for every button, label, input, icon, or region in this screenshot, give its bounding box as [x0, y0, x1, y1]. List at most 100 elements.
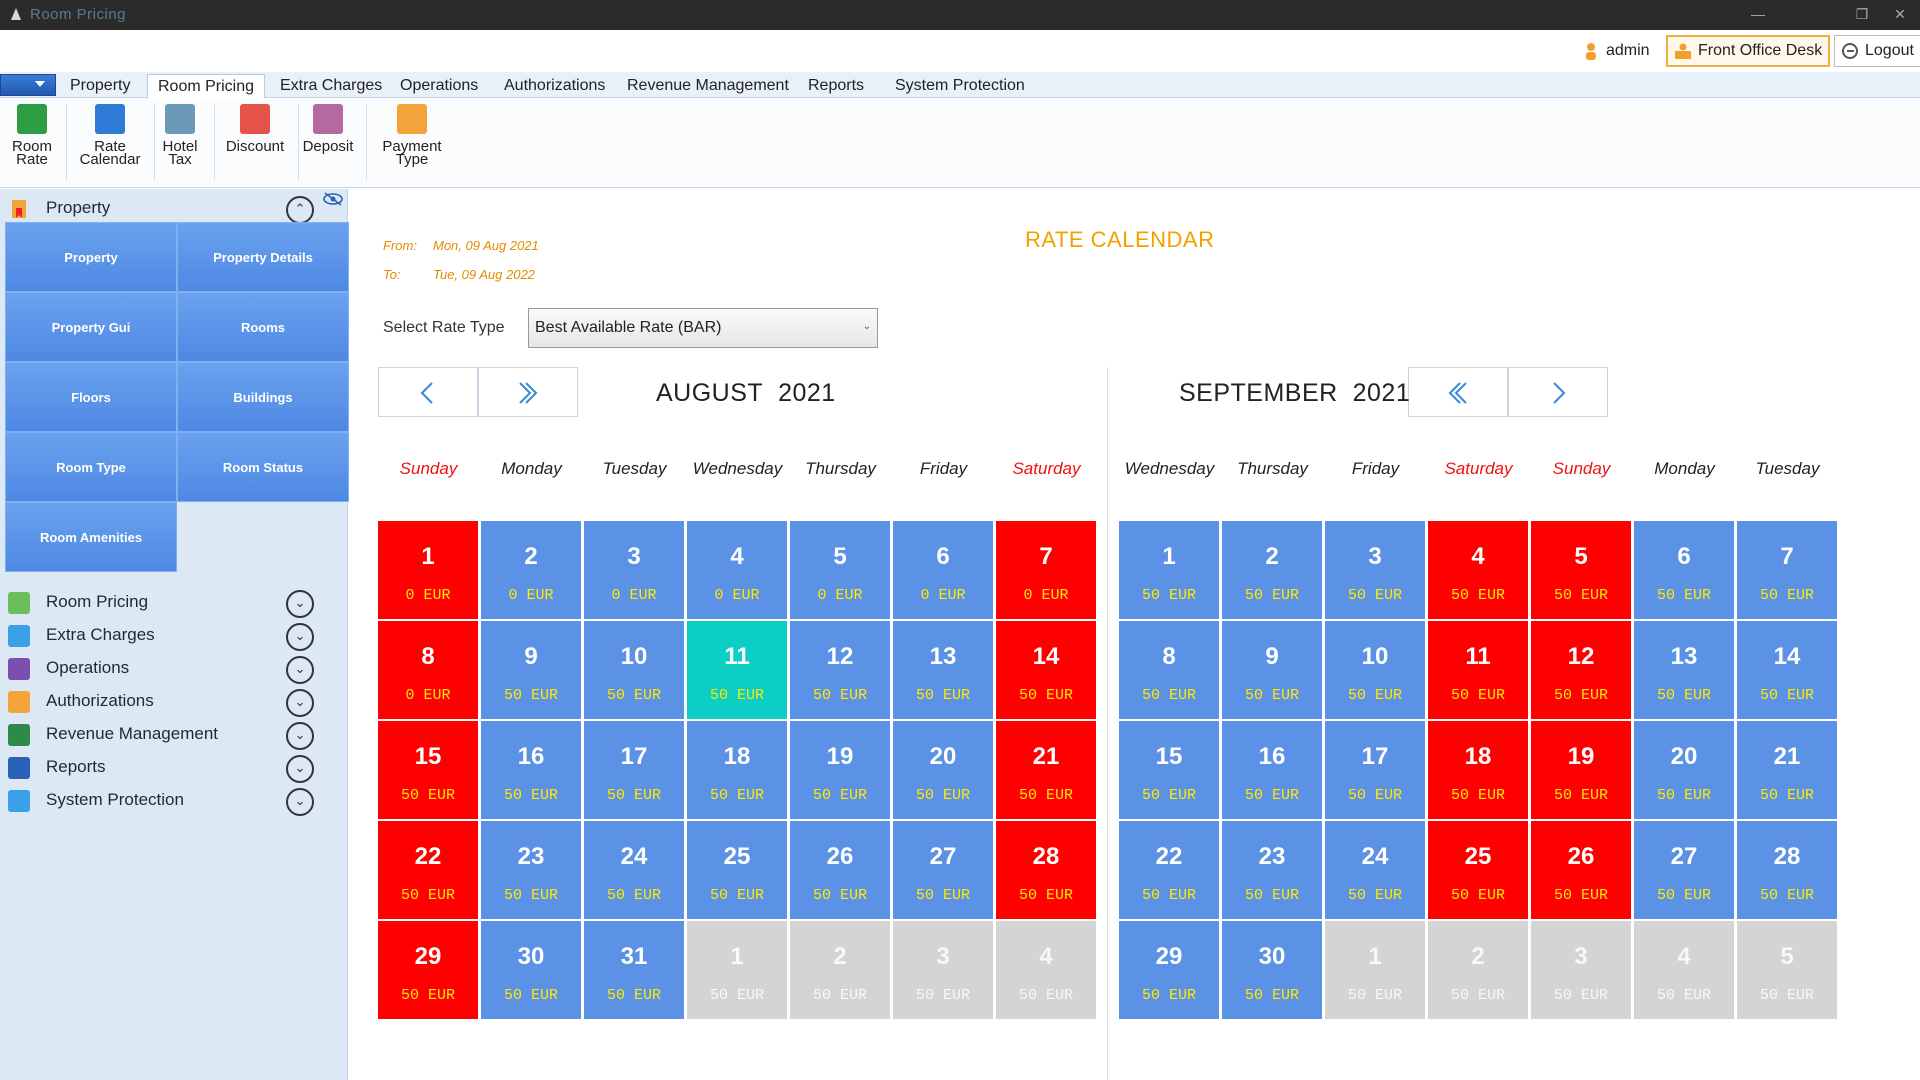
calendar-day-cell[interactable]: 19 50 EUR — [1531, 721, 1631, 819]
tab-system-protection[interactable]: System Protection — [895, 77, 1025, 94]
calendar-day-cell[interactable]: 23 50 EUR — [481, 821, 581, 919]
tab-room-pricing[interactable]: Room Pricing — [147, 74, 266, 99]
tab-extra-charges[interactable]: Extra Charges — [280, 77, 383, 94]
calendar-day-cell[interactable]: 1 50 EUR — [1325, 921, 1425, 1019]
tab-revenue-management[interactable]: Revenue Management — [627, 77, 789, 94]
calendar-day-cell[interactable]: 6 50 EUR — [1634, 521, 1734, 619]
calendar-day-cell[interactable]: 28 50 EUR — [996, 821, 1096, 919]
calendar-day-cell[interactable]: 17 50 EUR — [584, 721, 684, 819]
calendar-day-cell[interactable]: 14 50 EUR — [996, 621, 1096, 719]
tile-buildings[interactable]: Buildings — [177, 362, 349, 432]
ribbon-room-rate-button[interactable]: Room Rate — [4, 104, 60, 182]
sidebar-group-room-pricing[interactable]: Room Pricing ⌄ — [0, 586, 348, 618]
tab-reports[interactable]: Reports — [808, 77, 865, 94]
calendar-day-cell[interactable]: 11 50 EUR — [1428, 621, 1528, 719]
tab-authorizations[interactable]: Authorizations — [504, 77, 606, 94]
sidebar-group-system-protection[interactable]: System Protection ⌄ — [0, 784, 348, 816]
calendar-day-cell[interactable]: 29 50 EUR — [1119, 921, 1219, 1019]
tile-room-type[interactable]: Room Type — [5, 432, 177, 502]
chevron-down-icon[interactable]: ⌄ — [286, 755, 314, 783]
ribbon-hotel-tax-button[interactable]: Hotel Tax — [152, 104, 208, 182]
sidebar-group-property[interactable]: Property ⌃ — [0, 192, 348, 224]
calendar-day-cell[interactable]: 4 50 EUR — [1428, 521, 1528, 619]
calendar-day-cell[interactable]: 11 50 EUR — [687, 621, 787, 719]
next-month-button[interactable] — [1508, 367, 1608, 417]
calendar-day-cell[interactable]: 20 50 EUR — [893, 721, 993, 819]
sidebar-group-extra-charges[interactable]: Extra Charges ⌄ — [0, 619, 348, 651]
calendar-day-cell[interactable]: 2 50 EUR — [1222, 521, 1322, 619]
calendar-day-cell[interactable]: 1 50 EUR — [1119, 521, 1219, 619]
tab-operations[interactable]: Operations — [400, 77, 479, 94]
calendar-day-cell[interactable]: 13 50 EUR — [1634, 621, 1734, 719]
calendar-day-cell[interactable]: 3 50 EUR — [893, 921, 993, 1019]
fast-back-button[interactable] — [1408, 367, 1508, 417]
calendar-day-cell[interactable]: 2 50 EUR — [1428, 921, 1528, 1019]
calendar-day-cell[interactable]: 18 50 EUR — [1428, 721, 1528, 819]
front-office-desk-button[interactable]: Front Office Desk — [1666, 35, 1831, 67]
calendar-day-cell[interactable]: 28 50 EUR — [1737, 821, 1837, 919]
sidebar-group-reports[interactable]: Reports ⌄ — [0, 751, 348, 783]
calendar-day-cell[interactable]: 27 50 EUR — [1634, 821, 1734, 919]
chevron-down-icon[interactable]: ⌄ — [286, 722, 314, 750]
calendar-day-cell[interactable]: 3 50 EUR — [1325, 521, 1425, 619]
calendar-day-cell[interactable]: 22 50 EUR — [1119, 821, 1219, 919]
calendar-day-cell[interactable]: 15 50 EUR — [378, 721, 478, 819]
calendar-day-cell[interactable]: 30 50 EUR — [481, 921, 581, 1019]
user-info[interactable]: admin — [1576, 35, 1656, 67]
chevron-down-icon[interactable]: ⌄ — [286, 788, 314, 816]
calendar-day-cell[interactable]: 10 50 EUR — [1325, 621, 1425, 719]
logout-button[interactable]: Logout — [1834, 35, 1920, 67]
calendar-day-cell[interactable]: 10 50 EUR — [584, 621, 684, 719]
chevron-down-icon[interactable]: ⌄ — [286, 689, 314, 717]
sidebar-group-authorizations[interactable]: Authorizations ⌄ — [0, 685, 348, 717]
rate-type-select[interactable]: Best Available Rate (BAR) ⌄ — [528, 308, 878, 348]
calendar-day-cell[interactable]: 4 50 EUR — [1634, 921, 1734, 1019]
chevron-up-icon[interactable]: ⌃ — [286, 196, 314, 224]
calendar-day-cell[interactable]: 25 50 EUR — [1428, 821, 1528, 919]
calendar-day-cell[interactable]: 12 50 EUR — [1531, 621, 1631, 719]
calendar-day-cell[interactable]: 21 50 EUR — [996, 721, 1096, 819]
chevron-down-icon[interactable]: ⌄ — [286, 590, 314, 618]
calendar-day-cell[interactable]: 24 50 EUR — [1325, 821, 1425, 919]
calendar-day-cell[interactable]: 14 50 EUR — [1737, 621, 1837, 719]
calendar-day-cell[interactable]: 18 50 EUR — [687, 721, 787, 819]
calendar-day-cell[interactable]: 31 50 EUR — [584, 921, 684, 1019]
calendar-day-cell[interactable]: 22 50 EUR — [378, 821, 478, 919]
tab-property[interactable]: Property — [70, 77, 131, 94]
sidebar-group-operations[interactable]: Operations ⌄ — [0, 652, 348, 684]
calendar-day-cell[interactable]: 27 50 EUR — [893, 821, 993, 919]
fast-forward-button[interactable] — [478, 367, 578, 417]
ribbon-discount-button[interactable]: Discount — [218, 104, 292, 182]
calendar-day-cell[interactable]: 26 50 EUR — [1531, 821, 1631, 919]
ribbon-deposit-button[interactable]: Deposit — [296, 104, 360, 182]
calendar-day-cell[interactable]: 7 50 EUR — [1737, 521, 1837, 619]
calendar-day-cell[interactable]: 19 50 EUR — [790, 721, 890, 819]
tile-room-amenities[interactable]: Room Amenities — [5, 502, 177, 572]
calendar-day-cell[interactable]: 1 50 EUR — [687, 921, 787, 1019]
eye-icon[interactable] — [322, 191, 344, 207]
calendar-day-cell[interactable]: 23 50 EUR — [1222, 821, 1322, 919]
minimize-button[interactable]: — — [1751, 6, 1765, 22]
calendar-day-cell[interactable]: 20 50 EUR — [1634, 721, 1734, 819]
tile-property-details[interactable]: Property Details — [177, 222, 349, 292]
prev-month-button[interactable] — [378, 367, 478, 417]
calendar-day-cell[interactable]: 9 50 EUR — [481, 621, 581, 719]
tile-rooms[interactable]: Rooms — [177, 292, 349, 362]
calendar-day-cell[interactable]: 25 50 EUR — [687, 821, 787, 919]
tile-room-status[interactable]: Room Status — [177, 432, 349, 502]
calendar-day-cell[interactable]: 29 50 EUR — [378, 921, 478, 1019]
tile-property[interactable]: Property — [5, 222, 177, 292]
calendar-day-cell[interactable]: 13 50 EUR — [893, 621, 993, 719]
calendar-day-cell[interactable]: 3 50 EUR — [1531, 921, 1631, 1019]
tile-floors[interactable]: Floors — [5, 362, 177, 432]
chevron-down-icon[interactable]: ⌄ — [286, 656, 314, 684]
app-menu-button[interactable] — [0, 74, 56, 96]
